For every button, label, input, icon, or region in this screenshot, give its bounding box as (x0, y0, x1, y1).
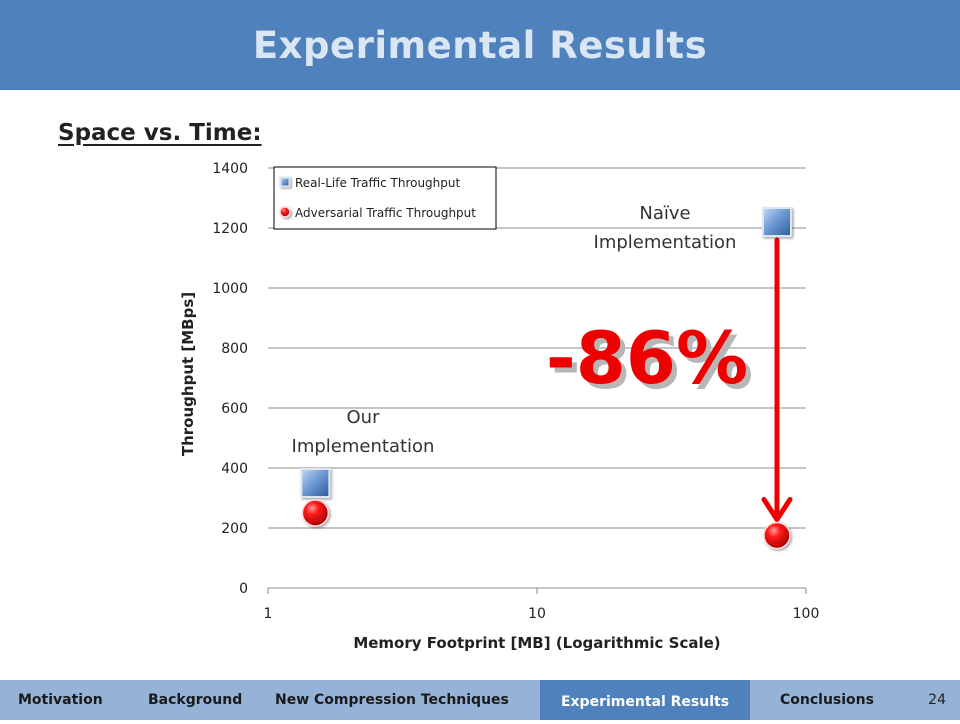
drop-arrow-head (761, 497, 793, 522)
page-number: 24 (928, 692, 946, 708)
x-tick-label: 100 (793, 606, 820, 622)
slide-subtitle: Space vs. Time: (58, 120, 262, 146)
y-tick-label: 400 (221, 461, 248, 477)
legend-box (273, 166, 497, 230)
legend-label-adversarial: Adversarial Traffic Throughput (295, 206, 476, 220)
grid-lines (268, 167, 806, 529)
y-tick-label: 1400 (212, 161, 248, 177)
drop-arrow (761, 237, 793, 522)
our-implementation-label: Implementation (292, 436, 435, 457)
legend-label-real-life: Real-Life Traffic Throughput (295, 176, 461, 190)
y-axis-title: Throughput [MBps] (179, 292, 197, 456)
data-marks (300, 207, 792, 550)
y-tick-label: 0 (239, 581, 248, 597)
legend: Real-Life Traffic Throughput Adversarial … (273, 166, 497, 230)
legend-square-icon (279, 176, 291, 188)
slide-title: Experimental Results (252, 23, 708, 67)
drop-percentage-label-shadow: -86% (551, 321, 753, 405)
real-life-throughput-point (300, 468, 331, 498)
tick-labels: 0 200 400 600 800 1000 1200 1400 1 10 100 Memory Fo… (179, 161, 819, 652)
naive-implementation-label: Naïve (639, 203, 690, 224)
y-tick-label: 600 (221, 401, 248, 417)
y-tick-label: 1000 (212, 281, 248, 297)
y-tick-label: 1200 (212, 221, 248, 237)
adversarial-throughput-point (301, 499, 330, 527)
y-tick-label: 800 (221, 341, 248, 357)
scatter-chart: 0 200 400 600 800 1000 1200 1400 1 10 100 Memory Fo… (179, 161, 819, 652)
adversarial-throughput-point (763, 521, 791, 550)
y-tick-label: 200 (221, 521, 248, 537)
nav-item-experimental-results[interactable]: Experimental Results (540, 680, 750, 720)
x-tick-label: 10 (528, 606, 546, 622)
x-tick-label: 1 (264, 606, 273, 622)
nav-item-motivation[interactable]: Motivation (18, 692, 103, 708)
drop-percentage-label: -86% (546, 316, 748, 400)
our-implementation-label: Our (347, 407, 381, 428)
nav-item-background[interactable]: Background (148, 692, 243, 708)
legend-circle-icon (279, 206, 291, 218)
bottom-nav-bar: Motivation Background New Compression Te… (0, 680, 960, 720)
naive-implementation-label: Implementation (594, 232, 737, 253)
nav-item-conclusions[interactable]: Conclusions (780, 692, 874, 708)
title-bar: Experimental Results (0, 0, 960, 90)
annotations: Our Implementation Naïve Implementation -86%… (292, 203, 754, 457)
nav-item-new-compression-techniques[interactable]: New Compression Techniques (275, 692, 509, 708)
x-axis-title: Memory Footprint [MB] (Logarithmic Scale… (353, 634, 720, 652)
axes (267, 587, 807, 594)
real-life-throughput-point (761, 207, 792, 237)
